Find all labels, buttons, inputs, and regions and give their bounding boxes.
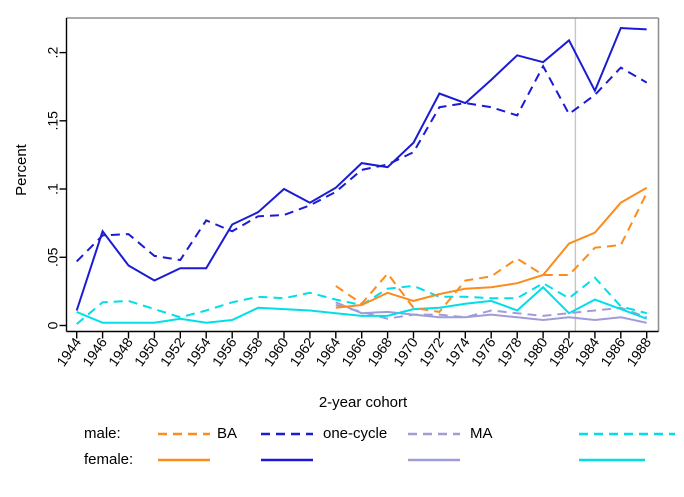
legend-swatch-male-one-cycle [261, 432, 313, 436]
x-tick-label: 1976 [468, 334, 499, 369]
legend-swatch-male-unlabeled [579, 432, 675, 436]
y-tick-label: 0 [45, 321, 61, 329]
x-tick-label: 1980 [520, 334, 551, 369]
y-tick-label: .05 [45, 247, 61, 267]
legend-swatch-female-unlabeled [579, 458, 645, 462]
series-male-ma [335, 304, 648, 320]
x-tick-label: 1988 [623, 334, 654, 369]
x-tick-label: 1968 [364, 334, 395, 369]
x-axis-title: 2-year cohort [318, 394, 408, 411]
legend-entry-label-ba: BA [217, 425, 238, 442]
legend-row-label-female: female: [84, 451, 134, 468]
legend-swatch-male-BA [158, 432, 210, 436]
legend-entry-label-ma: MA [470, 425, 493, 442]
x-tick-label: 1950 [131, 334, 162, 369]
x-tick-label: 1984 [571, 334, 602, 369]
x-tick-label: 1962 [286, 334, 317, 369]
y-axis-title: Percent [13, 144, 30, 196]
x-tick-label: 1958 [235, 334, 266, 369]
x-tick-label: 1966 [338, 334, 369, 369]
x-tick-label: 1946 [79, 334, 110, 369]
x-tick-label: 1964 [312, 334, 343, 369]
legend-swatch-female-MA [408, 458, 460, 462]
legend-swatch-male-MA [408, 432, 460, 436]
x-tick-label: 1954 [183, 334, 214, 369]
legend-entry-label-one-cycle: one-cycle [323, 425, 388, 442]
x-tick-label: 1982 [545, 334, 576, 369]
x-tick-label: 1956 [209, 334, 240, 369]
plot-area: 0.05.1.15.219441946194819501952195419561… [45, 17, 660, 369]
x-tick-label: 1974 [442, 334, 473, 369]
series-male-ba [335, 192, 648, 313]
series-female-ma [335, 301, 647, 324]
x-tick-label: 1952 [157, 334, 188, 369]
x-tick-label: 1944 [53, 334, 84, 369]
series-female-ba [335, 186, 648, 309]
x-tick-label: 1970 [390, 334, 421, 369]
series-male-one-cycle [75, 64, 648, 263]
x-tick-label: 1972 [416, 334, 447, 369]
y-tick-label: .1 [45, 183, 61, 195]
series-female-unlabeled-cyan [76, 285, 648, 324]
legend-swatch-female-one-cycle [261, 458, 313, 462]
x-tick-label: 1960 [260, 334, 291, 369]
x-tick-label: 1978 [494, 334, 525, 369]
legend-row-label-male: male: [84, 425, 121, 442]
x-tick-label: 1986 [597, 334, 628, 369]
legend-swatch-female-BA [158, 458, 210, 462]
y-tick-label: .2 [45, 47, 61, 59]
y-tick-label: .15 [45, 111, 61, 131]
series-female-one-cycle [75, 26, 647, 311]
x-tick-label: 1948 [105, 334, 136, 369]
